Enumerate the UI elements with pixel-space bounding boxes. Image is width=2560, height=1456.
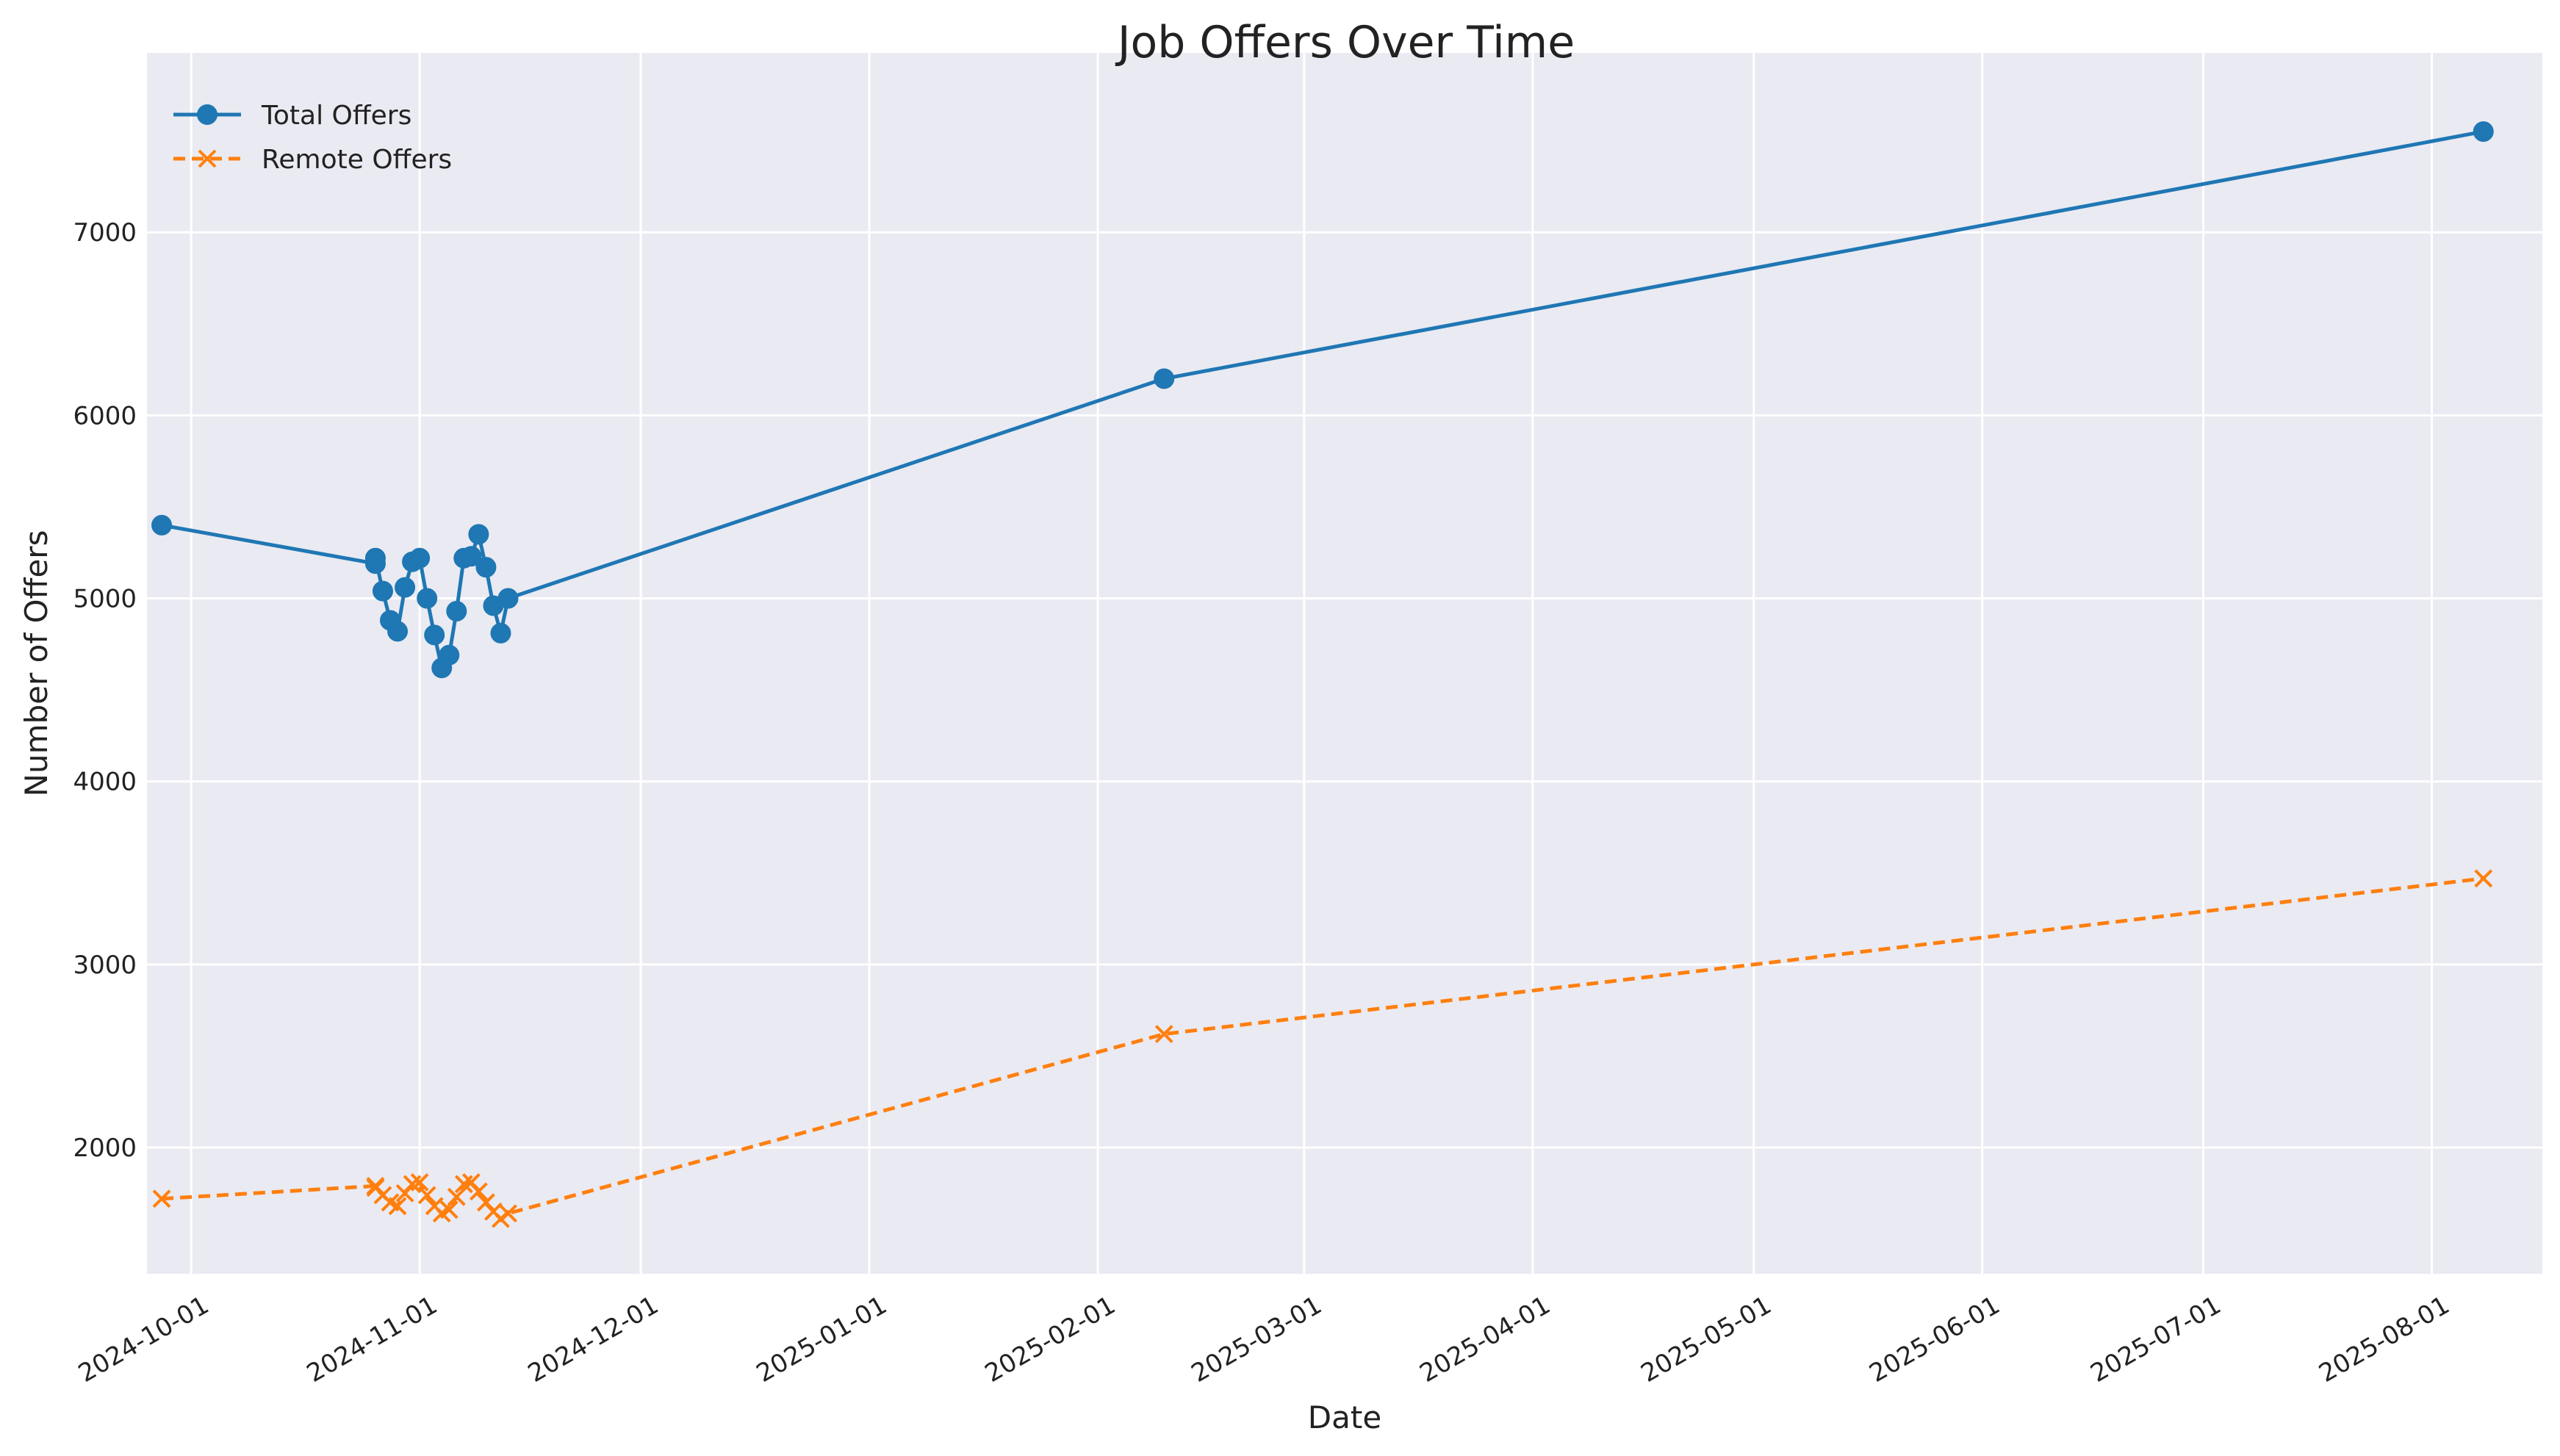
x-axis-label: Date	[1308, 1399, 1381, 1435]
legend-marker-point	[198, 149, 217, 168]
plot-area	[147, 53, 2542, 1274]
y-tick-label: 4000	[73, 768, 137, 797]
data-point-total-offers	[151, 514, 173, 536]
legend-label-remote-offers: Remote Offers	[262, 145, 452, 175]
data-point-remote-offers	[2474, 869, 2493, 888]
data-point-remote-offers	[388, 1197, 407, 1216]
chart-title: Job Offers Over Time	[1115, 17, 1575, 68]
data-point-total-offers	[490, 622, 511, 644]
y-tick-label: 2000	[73, 1134, 137, 1163]
data-point-remote-offers	[439, 1200, 459, 1219]
legend-marker-point	[197, 104, 217, 125]
y-tick-label: 3000	[73, 951, 137, 980]
legend: Total Offers Remote Offers	[173, 101, 452, 175]
data-point-total-offers	[1154, 368, 1175, 389]
data-point-total-offers	[446, 600, 467, 621]
data-point-remote-offers	[410, 1172, 429, 1192]
series-remote-offers	[152, 869, 2493, 1228]
data-point-total-offers	[2473, 121, 2494, 143]
data-point-total-offers	[468, 524, 489, 545]
data-point-total-offers	[372, 580, 393, 602]
data-point-remote-offers	[447, 1187, 466, 1206]
data-point-total-offers	[439, 644, 460, 666]
legend-label-total-offers: Total Offers	[261, 101, 411, 131]
data-point-total-offers	[424, 624, 445, 646]
legend-marker-total-offers	[197, 104, 217, 125]
data-point-total-offers	[417, 588, 438, 609]
gridlines	[147, 53, 2542, 1274]
data-point-total-offers	[395, 577, 416, 598]
data-point-total-offers	[475, 557, 497, 578]
legend-item-remote-offers: Remote Offers	[173, 145, 452, 175]
data-point-remote-offers	[499, 1204, 517, 1223]
y-tick-label: 7000	[73, 218, 137, 248]
y-tick-label: 6000	[73, 401, 137, 430]
legend-marker-remote-offers	[198, 149, 217, 168]
legend-item-total-offers: Total Offers	[173, 101, 411, 131]
series-total-offers	[151, 121, 2494, 679]
data-point-remote-offers	[152, 1189, 171, 1208]
series-layer	[151, 121, 2494, 1228]
y-axis-label: Number of Offers	[18, 530, 54, 797]
data-point-remote-offers	[1154, 1025, 1173, 1043]
y-tick-label: 5000	[73, 585, 137, 614]
data-point-total-offers	[364, 547, 386, 569]
data-point-total-offers	[387, 621, 409, 642]
data-point-remote-offers	[417, 1186, 436, 1205]
data-point-total-offers	[409, 547, 431, 569]
data-point-total-offers	[461, 546, 482, 567]
data-point-remote-offers	[469, 1182, 488, 1201]
data-point-total-offers	[497, 588, 519, 609]
